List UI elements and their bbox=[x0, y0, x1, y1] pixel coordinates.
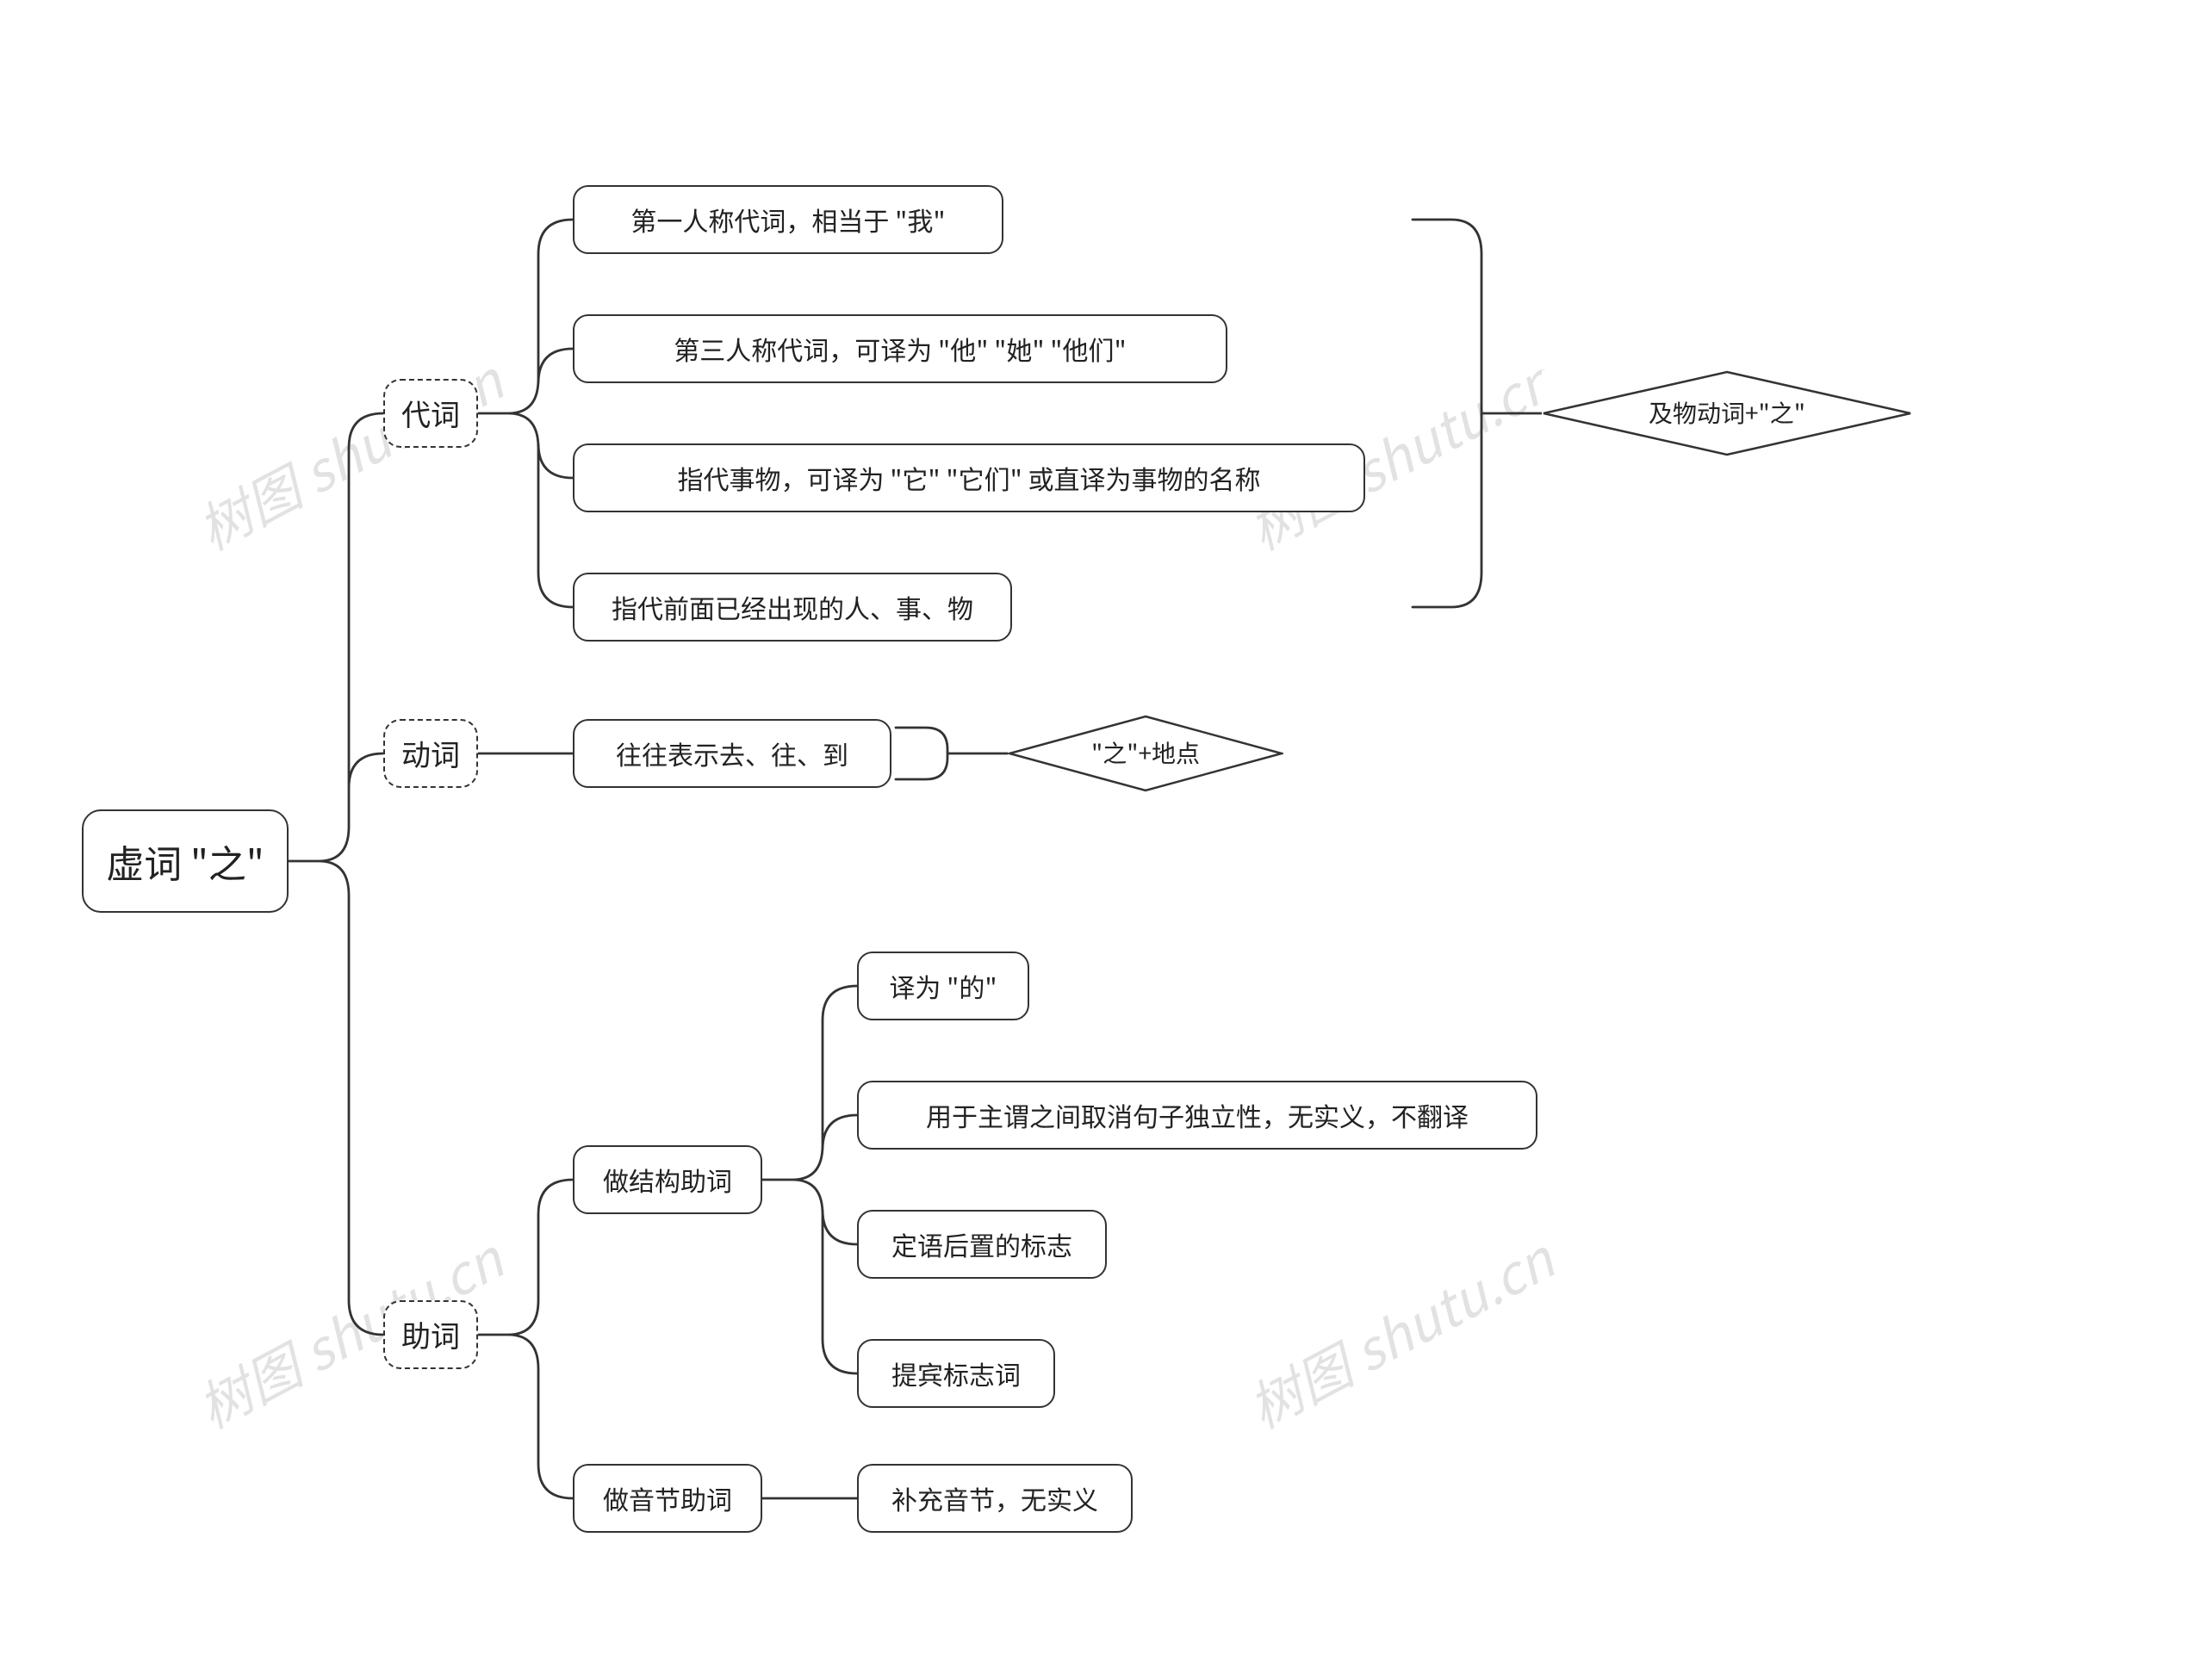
category-pronoun: 代词 bbox=[383, 379, 478, 448]
subcat-syllable: 做音节助词 bbox=[573, 1464, 762, 1533]
category-particle: 助词 bbox=[383, 1300, 478, 1369]
leaf-struct-2: 用于主谓之间取消句子独立性，无实义，不翻译 bbox=[857, 1081, 1537, 1150]
category-verb: 动词 bbox=[383, 719, 478, 788]
leaf-pronoun-2: 第三人称代词，可译为 "他" "她" "他们" bbox=[573, 314, 1227, 383]
note-pronoun: 及物动词+"之" bbox=[1542, 370, 1912, 456]
watermark: 树图 shutu.cn bbox=[1233, 1218, 1566, 1443]
leaf-pronoun-4: 指代前面已经出现的人、事、物 bbox=[573, 573, 1012, 642]
note-verb-label: "之"+地点 bbox=[1091, 739, 1200, 768]
leaf-struct-4: 提宾标志词 bbox=[857, 1339, 1055, 1408]
leaf-syllable: 补充音节，无实义 bbox=[857, 1464, 1133, 1533]
note-verb: "之"+地点 bbox=[1008, 715, 1283, 792]
leaf-pronoun-3: 指代事物，可译为 "它" "它们" 或直译为事物的名称 bbox=[573, 443, 1365, 512]
root-node: 虚词 "之" bbox=[82, 809, 289, 913]
note-pronoun-label: 及物动词+"之" bbox=[1649, 399, 1805, 428]
leaf-pronoun-1: 第一人称代词，相当于 "我" bbox=[573, 185, 1003, 254]
mindmap-stage: 树图 shutu.cn 树图 shutu.cn 树图 shutu.cn 树图 s… bbox=[0, 0, 2205, 1680]
connectors bbox=[0, 0, 2205, 1680]
leaf-struct-1: 译为 "的" bbox=[857, 952, 1029, 1020]
leaf-struct-3: 定语后置的标志 bbox=[857, 1210, 1107, 1279]
leaf-verb: 往往表示去、往、到 bbox=[573, 719, 891, 788]
subcat-struct: 做结构助词 bbox=[573, 1145, 762, 1214]
watermark: 树图 shutu.cn bbox=[183, 339, 515, 565]
